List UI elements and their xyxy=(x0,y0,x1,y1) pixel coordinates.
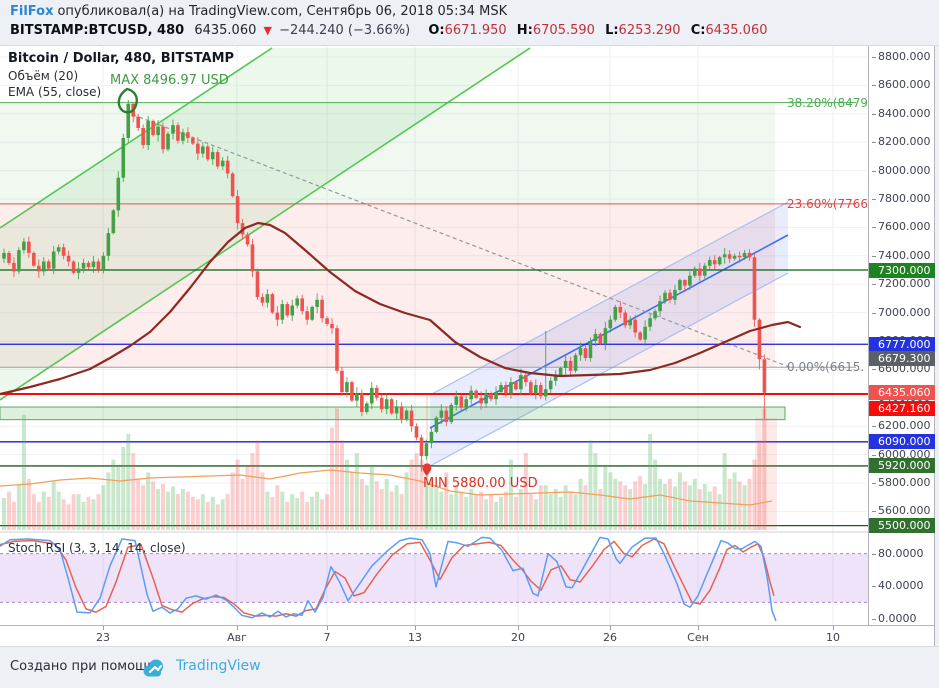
close-label: C: xyxy=(690,23,706,38)
price-change: −244.240 (−3.66%) xyxy=(279,23,411,38)
price-tick-label: 5800.000 xyxy=(872,476,931,489)
close-value: 6435.060 xyxy=(705,23,768,38)
author-link[interactable]: FilFox xyxy=(10,4,54,19)
price-tick-label: 7200.000 xyxy=(872,277,931,291)
main-chart-pane[interactable]: Bitcoin / Dollar, 480, BITSTAMP Объём (2… xyxy=(0,46,868,625)
price-tick-label: 8400.000 xyxy=(872,106,931,120)
time-tick-label: Сен xyxy=(687,631,709,644)
stoch-tick-label: 80.0000 xyxy=(872,546,924,560)
high-label: H: xyxy=(516,23,533,38)
price-level-badge: 6090.000 xyxy=(869,434,935,450)
price-tick-label: 8000.000 xyxy=(872,163,931,177)
max-price-annotation: MAX 8496.97 USD xyxy=(110,73,229,88)
volume-indicator-label[interactable]: Объём (20) xyxy=(8,69,79,83)
fib-236-label: 23.60%(7766 xyxy=(787,197,868,211)
time-tick-label: 13 xyxy=(408,631,422,644)
snapshot-header: FilFox опубликовал(а) на TradingView.com,… xyxy=(0,0,939,46)
symbol-line: BITSTAMP:BTCUSD, 480 6435.060 ▼ −244.240… xyxy=(10,23,768,38)
time-tick-mark xyxy=(518,626,519,630)
time-tick-mark xyxy=(237,626,238,630)
chart-canvas[interactable] xyxy=(0,46,868,625)
ema-indicator-label[interactable]: EMA (55, close) xyxy=(8,85,102,99)
price-level-badge: 6777.000 xyxy=(869,336,935,352)
price-level-badge: 5920.000 xyxy=(869,458,935,474)
last-price: 6435.060 xyxy=(194,23,257,38)
price-axis[interactable]: 8800.000 8600.000 8400.000 8200.000 8000.000… xyxy=(868,46,935,625)
time-tick-mark xyxy=(415,626,416,630)
fib-382-label: 38.20%(8479 xyxy=(787,96,868,110)
time-tick-label: 20 xyxy=(511,631,525,644)
price-level-badge: 5500.000 xyxy=(869,518,935,534)
stoch-tick-label: 40.0000 xyxy=(872,579,924,593)
high-value: 6705.590 xyxy=(532,23,595,38)
tradingview-link[interactable]: TradingView xyxy=(176,658,261,674)
price-level-badge: 6679.300 xyxy=(869,350,935,366)
time-tick-mark xyxy=(833,626,834,630)
price-tick-label: 8200.000 xyxy=(872,135,931,149)
fib-0-label: 0.00%(6615. xyxy=(787,360,865,374)
time-tick-mark xyxy=(698,626,699,630)
created-with-text: Создано при помощи xyxy=(10,659,156,674)
symbol-name: BITSTAMP:BTCUSD, 480 xyxy=(10,23,185,38)
chart-legend-title: Bitcoin / Dollar, 480, BITSTAMP xyxy=(8,51,235,66)
price-tick-label: 6000.000 xyxy=(872,447,931,461)
time-tick-label: 7 xyxy=(323,631,331,644)
price-tick-label: 6200.000 xyxy=(872,419,931,433)
down-arrow-icon: ▼ xyxy=(263,24,272,37)
time-axis[interactable]: 23 Авг 7 13 20 26 Сен 10 xyxy=(0,625,935,646)
open-label: O: xyxy=(428,23,445,38)
price-level-badge: 6435.060 xyxy=(869,385,935,401)
byline: FilFox опубликовал(а) на TradingView.com,… xyxy=(10,4,507,19)
time-tick-label: 10 xyxy=(826,631,840,644)
tradingview-logo-icon xyxy=(143,659,163,677)
time-tick-mark xyxy=(610,626,611,630)
price-tick-label: 5600.000 xyxy=(872,504,931,518)
snapshot-footer: Создано при помощи TradingView xyxy=(0,646,939,688)
price-tick-label: 7600.000 xyxy=(872,220,931,234)
time-tick-mark xyxy=(103,626,104,630)
price-tick-label: 7000.000 xyxy=(872,305,931,319)
open-value: 6671.950 xyxy=(444,23,507,38)
low-value: 6253.290 xyxy=(618,23,681,38)
time-tick-label: Авг xyxy=(227,631,247,644)
price-tick-label: 6600.000 xyxy=(872,362,931,376)
price-tick-label: 8600.000 xyxy=(872,78,931,92)
stoch-rsi-label[interactable]: Stoch RSI (3, 3, 14, 14, close) xyxy=(8,541,186,555)
price-tick-label: 8800.000 xyxy=(872,50,931,63)
byline-text: опубликовал(а) на TradingView.com, Сентя… xyxy=(57,4,508,19)
min-price-annotation: MIN 5880.00 USD xyxy=(423,476,538,491)
price-level-badge: 6427.160 xyxy=(869,401,935,417)
time-tick-label: 23 xyxy=(96,631,110,644)
price-level-badge: 7300.000 xyxy=(869,262,935,278)
low-label: L: xyxy=(605,23,619,38)
time-tick-label: 26 xyxy=(603,631,617,644)
price-tick-label: 7800.000 xyxy=(872,192,931,205)
stoch-tick-label: 0.0000 xyxy=(872,611,917,625)
time-tick-mark xyxy=(327,626,328,630)
price-tick-label: 7400.000 xyxy=(872,248,931,262)
